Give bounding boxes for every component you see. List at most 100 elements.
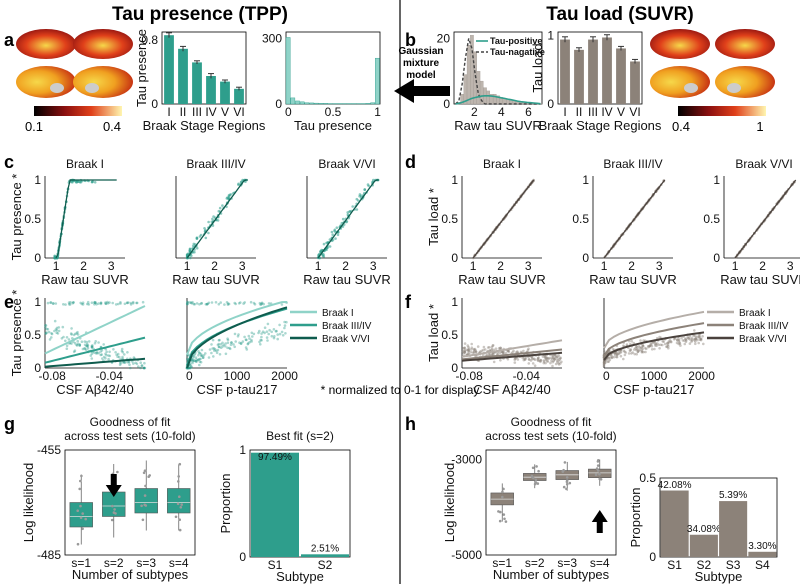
f-data-point bbox=[496, 351, 499, 355]
f-data-point bbox=[607, 360, 610, 363]
f-data-point bbox=[542, 359, 546, 362]
f-data-point bbox=[632, 341, 635, 345]
e-data-point bbox=[216, 348, 220, 352]
e-data-point bbox=[278, 332, 282, 336]
c-fit-line bbox=[317, 179, 379, 259]
e-data-point bbox=[64, 339, 67, 343]
g_box-data-point bbox=[76, 509, 79, 512]
e-data-point bbox=[201, 356, 205, 360]
f-data-point bbox=[637, 349, 640, 353]
e-data-point bbox=[123, 353, 126, 356]
d-ytick-label: 0 bbox=[713, 251, 720, 265]
e-data-point bbox=[211, 338, 215, 342]
c-xtick-label: 2 bbox=[80, 259, 87, 273]
e-data-point bbox=[192, 302, 196, 306]
d-xtick-label: 2 bbox=[497, 259, 504, 273]
e-data-point bbox=[89, 354, 93, 357]
c-data-point bbox=[355, 208, 359, 211]
f-data-point bbox=[683, 339, 686, 342]
e-data-point bbox=[189, 363, 192, 367]
c-data-point bbox=[207, 220, 210, 224]
e-data-point bbox=[190, 365, 193, 368]
e-data-point bbox=[191, 358, 195, 361]
d-ytick-label: 1 bbox=[582, 173, 589, 187]
f-data-point bbox=[545, 356, 549, 360]
e-xtick-label: 0 bbox=[186, 369, 193, 383]
f-data-point bbox=[551, 354, 555, 358]
h_box-data-point bbox=[536, 482, 540, 485]
a_hist-bar bbox=[318, 103, 324, 105]
f-data-point bbox=[666, 341, 669, 345]
e-data-point bbox=[237, 333, 240, 336]
f-data-point bbox=[556, 360, 559, 364]
e-data-point bbox=[280, 330, 284, 334]
e-data-point bbox=[283, 326, 286, 330]
f-data-point bbox=[528, 358, 531, 361]
d-subplot-title: Braak V/VI bbox=[735, 157, 792, 171]
e-data-point bbox=[194, 359, 198, 363]
f-data-point bbox=[688, 338, 692, 341]
e-data-point bbox=[208, 348, 212, 351]
f-data-point bbox=[472, 347, 475, 351]
f-data-point bbox=[542, 360, 546, 363]
f-data-point bbox=[697, 341, 700, 345]
e-data-point bbox=[259, 303, 262, 306]
f-data-point bbox=[463, 342, 467, 345]
h_bar-xtick-label: S1 bbox=[667, 558, 682, 572]
e-data-point bbox=[237, 302, 241, 305]
f-data-point bbox=[677, 342, 680, 346]
e-data-point bbox=[189, 301, 193, 305]
a_bar-xtick-label: III bbox=[192, 105, 202, 119]
d-ylabel: Tau load * bbox=[426, 188, 441, 246]
g_box-points bbox=[140, 469, 151, 522]
e-data-point bbox=[70, 327, 73, 330]
e-data-point bbox=[186, 354, 189, 357]
h_bar-value-label: 5.39% bbox=[719, 490, 747, 501]
a_bar-bar bbox=[234, 88, 244, 104]
h_bar-value-label: 3.30% bbox=[748, 541, 776, 552]
gmm-label-line2: mixture bbox=[403, 58, 440, 69]
g_box-data-point bbox=[111, 504, 114, 508]
e-data-point bbox=[73, 349, 77, 353]
c-data-point bbox=[218, 206, 222, 210]
c-data-point bbox=[204, 236, 208, 240]
f-data-point bbox=[665, 345, 669, 348]
h_box-data-point bbox=[504, 520, 508, 523]
h_box-data-point bbox=[596, 469, 600, 472]
gmm-arrow bbox=[394, 79, 450, 103]
f-data-point bbox=[543, 355, 547, 359]
brain-lateral-left bbox=[16, 29, 76, 59]
f-data-point bbox=[486, 346, 490, 349]
g_box-box bbox=[134, 488, 158, 514]
d-xlabel: Raw tau SUVR bbox=[458, 272, 545, 287]
e-data-point bbox=[132, 356, 136, 359]
e-data-point bbox=[104, 301, 107, 304]
c-xtick-label: 1 bbox=[315, 259, 322, 273]
d-ytick-label: 0 bbox=[451, 251, 458, 265]
e-data-point bbox=[99, 350, 102, 353]
f-data-point bbox=[527, 347, 530, 351]
f-data-point bbox=[634, 347, 637, 350]
f-data-point bbox=[603, 361, 606, 365]
e-data-point bbox=[127, 301, 130, 304]
e-data-point bbox=[44, 326, 47, 329]
f-data-point bbox=[516, 358, 520, 361]
e-data-point bbox=[198, 303, 201, 306]
f-data-point bbox=[544, 355, 547, 358]
f-data-point bbox=[635, 352, 638, 356]
f-data-point bbox=[490, 348, 494, 351]
c-data-point bbox=[91, 180, 94, 184]
e-data-point bbox=[72, 301, 75, 304]
e-data-point bbox=[245, 338, 248, 342]
d-ytick-label: 0.5 bbox=[572, 212, 589, 226]
f-data-point bbox=[533, 358, 537, 362]
g_box-data-point bbox=[81, 512, 84, 515]
e-data-point bbox=[186, 302, 189, 306]
brain-lateral-right bbox=[715, 29, 775, 59]
e-data-point bbox=[260, 302, 264, 305]
h_box-data-point bbox=[503, 517, 506, 521]
e-data-point bbox=[218, 345, 221, 349]
b_bar-bar bbox=[574, 49, 584, 104]
f-xtick-label: -0.04 bbox=[513, 369, 541, 383]
e-data-point bbox=[123, 361, 126, 364]
